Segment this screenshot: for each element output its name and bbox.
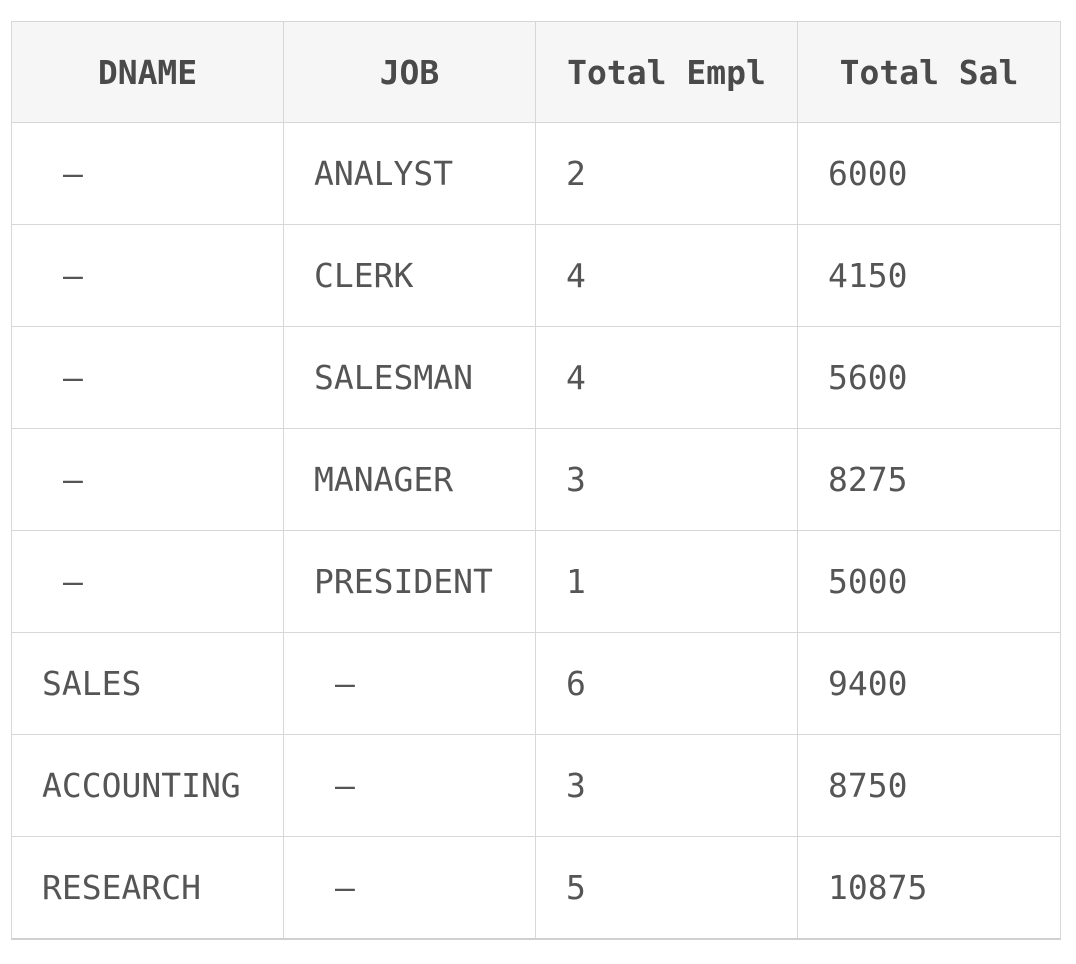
header-row: DNAME JOB Total Empl Total Sal — [11, 21, 1061, 123]
table-header: DNAME JOB Total Empl Total Sal — [11, 21, 1061, 123]
cell-total-empl: 4 — [535, 326, 798, 429]
cell-total-sal: 10875 — [797, 836, 1061, 940]
cell-total-sal: 8750 — [797, 734, 1061, 837]
cell-dname: ACCOUNTING — [11, 734, 284, 837]
cell-job: MANAGER — [283, 428, 536, 531]
cell-job: — — [283, 734, 536, 837]
cell-dname: — — [11, 530, 284, 633]
cell-total-sal: 8275 — [797, 428, 1061, 531]
cell-job: — — [283, 836, 536, 940]
cell-total-sal: 5000 — [797, 530, 1061, 633]
cell-total-sal: 6000 — [797, 122, 1061, 225]
table-body: — ANALYST 2 6000 — CLERK 4 4150 — SALESM… — [11, 122, 1061, 940]
table-row: SALES — 6 9400 — [11, 632, 1061, 735]
cell-total-empl: 3 — [535, 428, 798, 531]
cell-dname: SALES — [11, 632, 284, 735]
table-row: ACCOUNTING — 3 8750 — [11, 734, 1061, 837]
cell-total-empl: 4 — [535, 224, 798, 327]
header-cell-job: JOB — [283, 21, 536, 123]
header-cell-total-empl: Total Empl — [535, 21, 798, 123]
cell-total-empl: 2 — [535, 122, 798, 225]
table-row: — MANAGER 3 8275 — [11, 428, 1061, 531]
table-row: — PRESIDENT 1 5000 — [11, 530, 1061, 633]
result-table-container: DNAME JOB Total Empl Total Sal — ANALYST… — [11, 21, 1061, 940]
cell-dname: — — [11, 428, 284, 531]
cell-job: ANALYST — [283, 122, 536, 225]
table-row: — CLERK 4 4150 — [11, 224, 1061, 327]
cell-job: SALESMAN — [283, 326, 536, 429]
cell-total-empl: 1 — [535, 530, 798, 633]
cell-dname: — — [11, 122, 284, 225]
header-cell-dname: DNAME — [11, 21, 284, 123]
cell-job: PRESIDENT — [283, 530, 536, 633]
cell-total-empl: 3 — [535, 734, 798, 837]
cell-job: CLERK — [283, 224, 536, 327]
table-row: RESEARCH — 5 10875 — [11, 836, 1061, 940]
cell-dname: — — [11, 224, 284, 327]
cell-total-empl: 5 — [535, 836, 798, 940]
table-row: — SALESMAN 4 5600 — [11, 326, 1061, 429]
cell-job: — — [283, 632, 536, 735]
cell-total-sal: 5600 — [797, 326, 1061, 429]
sql-result-table: DNAME JOB Total Empl Total Sal — ANALYST… — [11, 21, 1061, 940]
cell-dname: RESEARCH — [11, 836, 284, 940]
cell-total-sal: 9400 — [797, 632, 1061, 735]
cell-dname: — — [11, 326, 284, 429]
header-cell-total-sal: Total Sal — [797, 21, 1061, 123]
cell-total-empl: 6 — [535, 632, 798, 735]
table-row: — ANALYST 2 6000 — [11, 122, 1061, 225]
cell-total-sal: 4150 — [797, 224, 1061, 327]
